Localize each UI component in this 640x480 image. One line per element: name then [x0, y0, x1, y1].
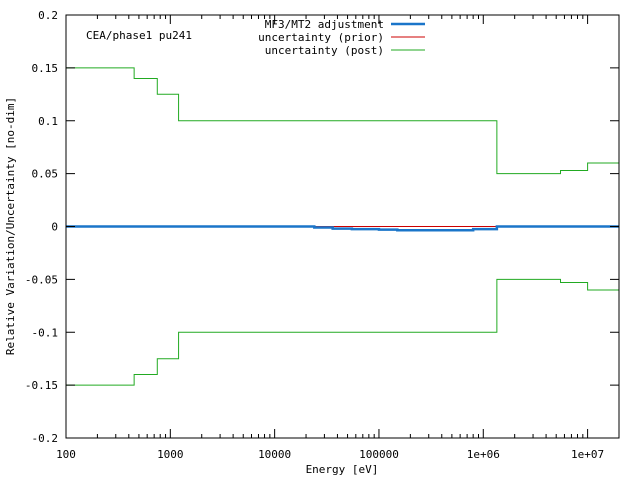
y-tick-label: 0.15	[32, 62, 59, 75]
legend-label-prior: uncertainty (prior)	[258, 31, 384, 44]
ticks-layer: 0.2 0.15 0.1 0.05 0 -0.05 -0.1 -0.15 -0.2 100 1000…	[25, 9, 620, 461]
y-tick-label: -0.1	[32, 326, 59, 339]
series-line-2	[66, 67, 619, 175]
x-tick-label: 10000	[258, 448, 291, 461]
legend: MF3/MT2 adjustment uncertainty (prior) u…	[258, 18, 425, 57]
chart-annotation: CEA/phase1 pu241	[86, 29, 192, 42]
legend-label-post: uncertainty (post)	[265, 44, 384, 57]
x-tick-label: 100	[56, 448, 76, 461]
y-tick-label: 0.2	[38, 9, 58, 22]
x-tick-label: 1000	[157, 448, 184, 461]
legend-label-adjustment: MF3/MT2 adjustment	[265, 18, 384, 31]
series-line-0	[66, 225, 619, 232]
series-line-3	[66, 278, 619, 386]
x-axis-label: Energy [eV]	[306, 463, 379, 476]
y-tick-label: -0.05	[25, 273, 58, 286]
y-tick-label: 0.05	[32, 168, 59, 181]
x-tick-label: 1e+07	[571, 448, 604, 461]
x-tick-label: 100000	[359, 448, 399, 461]
y-tick-label: 0	[51, 221, 58, 234]
y-axis-label: Relative Variation/Uncertainty [no-dim]	[4, 97, 17, 355]
series-layer	[66, 67, 619, 386]
y-tick-label: 0.1	[38, 115, 58, 128]
x-tick-label: 1e+06	[467, 448, 500, 461]
y-tick-label: -0.15	[25, 379, 58, 392]
y-tick-label: -0.2	[32, 432, 59, 445]
